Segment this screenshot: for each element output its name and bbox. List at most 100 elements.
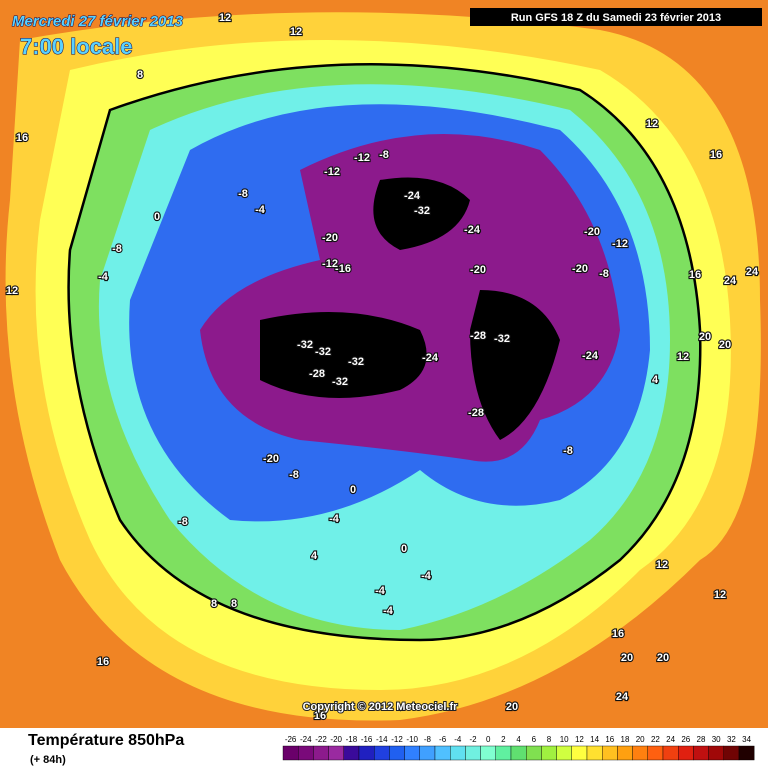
contour-label: 12 [714, 589, 726, 601]
contour-label: 16 [16, 132, 28, 144]
scale-swatch [708, 745, 724, 761]
contour-label: 16 [689, 269, 701, 281]
scale-label: 22 [651, 735, 660, 744]
contour-label: 24 [724, 275, 737, 287]
scale-swatch [404, 745, 421, 761]
scale-label: 30 [712, 735, 721, 744]
date: Mercredi 27 février 2013 [12, 13, 184, 30]
scale-label: 8 [547, 735, 552, 744]
scale-swatch [586, 745, 603, 761]
scale-label: 6 [532, 735, 537, 744]
scale-label: 28 [697, 735, 706, 744]
contour-label: 24 [616, 691, 629, 703]
contour-label: -4 [421, 570, 432, 582]
contour-label: -12 [322, 258, 338, 270]
scale-swatch [480, 745, 497, 761]
scale-label: 12 [575, 735, 584, 744]
contour [67, 63, 702, 642]
scale-label: -6 [439, 735, 447, 744]
contour-label: -16 [335, 263, 351, 275]
scale-label: -18 [346, 735, 358, 744]
contour-label: 20 [699, 331, 711, 343]
contour-label: 16 [314, 710, 326, 722]
contour-label: -32 [494, 333, 510, 345]
contour-label: 4 [311, 550, 318, 562]
contour-label: -32 [332, 376, 348, 388]
scale-label: -10 [406, 735, 418, 744]
contour-label: -4 [98, 271, 109, 283]
scale-swatch [678, 745, 694, 761]
scale-swatch [571, 745, 588, 761]
parameter: Température 850hPa [28, 732, 184, 749]
contour-label: 16 [710, 149, 722, 161]
copyright: Copyright © 2012 Meteociel.fr [303, 701, 459, 713]
contour-label: -8 [178, 516, 188, 528]
contour-label: 12 [219, 12, 231, 24]
scale-label: -8 [424, 735, 432, 744]
scale-label: -2 [469, 735, 477, 744]
scale-swatch [328, 745, 345, 761]
scale-swatch [510, 745, 527, 761]
contour-label: 8 [231, 598, 237, 610]
scale-label: -24 [300, 735, 312, 744]
contour-label: -12 [354, 152, 370, 164]
contour-label: 0 [401, 543, 407, 555]
contour-label: -8 [289, 469, 299, 481]
scale-swatch [738, 745, 755, 761]
scale-swatch [647, 745, 664, 761]
scale-swatch [632, 745, 648, 761]
contour-label: -20 [263, 453, 279, 465]
contour-label: -8 [112, 243, 122, 255]
contour-label: -8 [379, 149, 389, 161]
scale-label: 0 [486, 735, 491, 744]
scale-swatch [358, 745, 375, 761]
contour-label: 20 [506, 701, 518, 713]
contour-label: 8 [211, 598, 217, 610]
contour-label: -28 [470, 330, 486, 342]
scale-swatch [313, 745, 329, 761]
scale-swatch [374, 745, 390, 761]
scale-label: 20 [636, 735, 645, 744]
contour-label: -24 [404, 190, 421, 202]
contour-label: -8 [563, 445, 573, 457]
scale-swatch [434, 745, 451, 761]
scale-swatch [298, 745, 314, 761]
contour-label: 12 [677, 351, 689, 363]
contour-label: -32 [297, 339, 313, 351]
scale-label: 14 [590, 735, 599, 744]
zone-extreme [260, 177, 560, 440]
contour-label: 16 [97, 656, 109, 668]
scale-label: -14 [376, 735, 388, 744]
contour-label: -20 [572, 263, 588, 275]
contour-label: 0 [154, 211, 160, 223]
contour-label: 24 [746, 266, 759, 278]
contour-label: -20 [584, 226, 600, 238]
local-time: 7:00 locale [20, 34, 133, 59]
scale-swatch [419, 745, 436, 761]
contour-label: -24 [422, 352, 439, 364]
contour-label: -28 [468, 407, 484, 419]
scale-label: 10 [560, 735, 569, 744]
scale-swatch [389, 745, 405, 761]
contour-label: -4 [255, 204, 266, 216]
contour-label: -8 [238, 188, 248, 200]
scale-label: 2 [501, 735, 506, 744]
contour-label: -12 [612, 238, 628, 250]
contour-label: -8 [599, 268, 609, 280]
scale-label: 26 [681, 735, 690, 744]
scale-swatch [693, 745, 709, 761]
contour-label: -32 [348, 356, 364, 368]
contour-label: 12 [6, 285, 18, 297]
contour-label: -4 [375, 585, 386, 597]
scale-swatch [541, 745, 557, 761]
scale-swatch [723, 745, 740, 761]
scale-label: -16 [361, 735, 373, 744]
scale-swatch [526, 745, 542, 761]
scale-label: -4 [454, 735, 462, 744]
contour-label: -24 [464, 224, 481, 236]
contour-label: 20 [657, 652, 669, 664]
contour-label: -20 [470, 264, 486, 276]
lead-time: (+ 84h) [30, 754, 66, 766]
contour-label: -28 [309, 368, 325, 380]
